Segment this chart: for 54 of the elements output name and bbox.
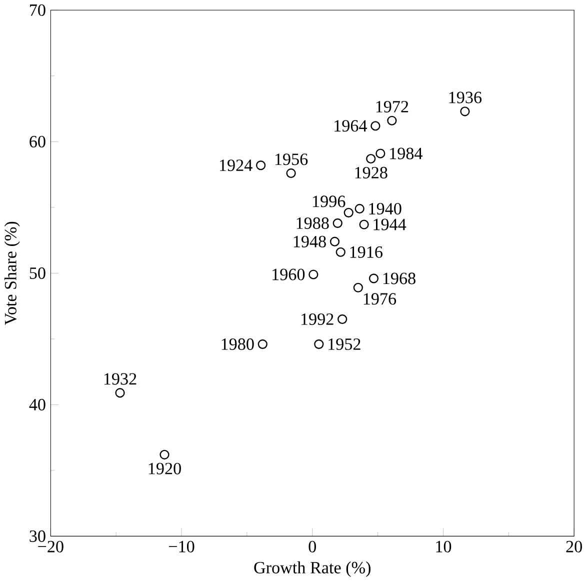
point	[460, 106, 470, 116]
point	[332, 218, 342, 228]
point	[366, 154, 376, 164]
y-tick-label: 50	[30, 267, 46, 279]
annotation: 1968	[383, 272, 416, 284]
y-tick-label: 60	[30, 136, 46, 148]
point	[160, 450, 170, 460]
point	[353, 282, 363, 292]
point	[370, 120, 380, 131]
y-tick-label: 70	[30, 4, 46, 16]
x-tick-label: 10	[436, 540, 452, 552]
annotation: 1956	[275, 153, 308, 165]
annotation: 1972	[376, 100, 408, 112]
point	[338, 314, 348, 324]
point	[314, 339, 324, 349]
x-tick-label: −20	[38, 540, 64, 552]
point	[330, 236, 340, 246]
point	[368, 273, 379, 284]
x-tick-label: 20	[566, 540, 582, 552]
annotation: 1960	[272, 268, 305, 280]
annotation: 1940	[369, 202, 402, 214]
point	[336, 247, 346, 257]
point	[359, 220, 369, 230]
annotation: 1984	[390, 148, 422, 160]
y-tick-label: 40	[29, 398, 46, 410]
point	[308, 270, 318, 280]
x-tick-label: −10	[168, 540, 194, 552]
point	[258, 339, 268, 349]
annotation: 1964	[334, 120, 368, 132]
annotation: 1932	[104, 373, 136, 385]
point	[286, 168, 296, 178]
point	[115, 388, 125, 398]
annotation: 1996	[313, 196, 346, 208]
annotation: 1936	[449, 92, 482, 104]
annotation: 1976	[364, 293, 396, 305]
annotation: 1948	[294, 236, 326, 248]
annotation: 1916	[350, 246, 382, 258]
y-axis-title: Vote Share (%)	[4, 222, 20, 325]
annotation: 1920	[148, 462, 181, 474]
annotation: 1952	[328, 338, 360, 350]
annotation: 1928	[355, 166, 388, 178]
point	[344, 208, 354, 218]
annotation: 1980	[222, 338, 254, 350]
annotation: 1944	[374, 218, 406, 230]
y-tick-label: 30	[30, 530, 46, 542]
point	[376, 148, 386, 158]
point	[354, 204, 364, 214]
annotation: 1992	[301, 313, 334, 325]
point	[387, 116, 397, 126]
point	[256, 160, 266, 170]
x-axis-title: Growth Rate (%)	[254, 561, 370, 577]
annotation: 1988	[296, 217, 329, 229]
x-tick-label: 0	[308, 540, 316, 552]
annotation: 1924	[220, 159, 252, 171]
